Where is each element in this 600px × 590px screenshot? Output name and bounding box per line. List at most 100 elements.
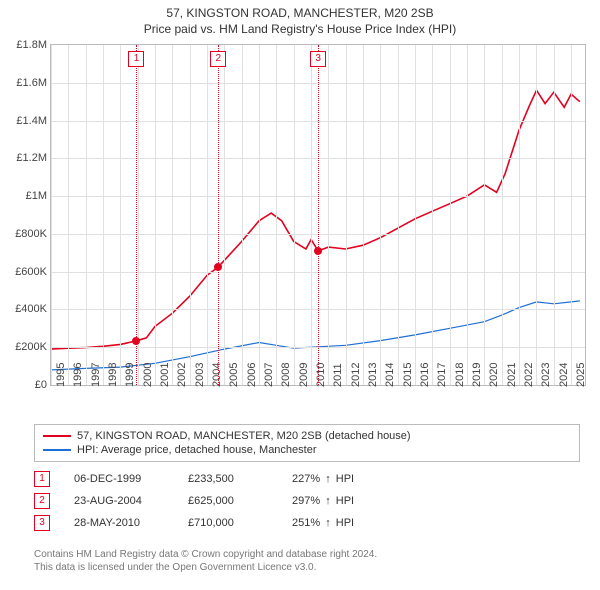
sale-row: 3 28-MAY-2010 £710,000 251% HPI <box>34 512 392 534</box>
plot-area: £0£200K£400K£600K£800K£1M£1.2M£1.4M£1.6M… <box>50 44 586 386</box>
sale-row-price: £625,000 <box>188 495 268 507</box>
grid-line-vertical <box>467 45 468 385</box>
grid-line-vertical <box>415 45 416 385</box>
sale-row-date: 28-MAY-2010 <box>74 517 164 529</box>
sale-marker-label: 3 <box>310 51 326 67</box>
footer-line-1: Contains HM Land Registry data © Crown c… <box>34 548 377 561</box>
legend-swatch <box>43 449 71 451</box>
sale-row: 2 23-AUG-2004 £625,000 297% HPI <box>34 490 392 512</box>
grid-line-vertical <box>311 45 312 385</box>
x-tick-label: 1999 <box>124 363 136 387</box>
y-tick-label: £200K <box>15 341 51 353</box>
y-tick-label: £800K <box>15 228 51 240</box>
grid-line-vertical <box>502 45 503 385</box>
grid-line-vertical <box>328 45 329 385</box>
grid-line-vertical <box>242 45 243 385</box>
sale-row-price: £233,500 <box>188 473 268 485</box>
x-tick-label: 2019 <box>471 363 483 387</box>
y-tick-label: £600K <box>15 266 51 278</box>
chart-title: 57, KINGSTON ROAD, MANCHESTER, M20 2SB <box>0 0 600 20</box>
sale-row-price: £710,000 <box>188 517 268 529</box>
sale-marker-line <box>136 45 137 385</box>
sale-marker-dot <box>314 247 322 255</box>
chart-subtitle: Price paid vs. HM Land Registry's House … <box>0 20 600 40</box>
sale-row-marker: 3 <box>34 515 50 531</box>
grid-line-vertical <box>536 45 537 385</box>
sale-row-hpi: 251% HPI <box>292 517 392 529</box>
x-tick-label: 2017 <box>436 363 448 387</box>
grid-line-vertical <box>138 45 139 385</box>
x-tick-label: 1995 <box>55 363 67 387</box>
x-tick-label: 2016 <box>419 363 431 387</box>
x-tick-label: 2006 <box>246 363 258 387</box>
chart-container: 57, KINGSTON ROAD, MANCHESTER, M20 2SB P… <box>0 0 600 590</box>
x-tick-label: 2012 <box>350 363 362 387</box>
grid-line-vertical <box>519 45 520 385</box>
x-tick-label: 1998 <box>107 363 119 387</box>
sale-row-hpi-suffix: HPI <box>333 473 354 485</box>
grid-line-vertical <box>276 45 277 385</box>
sale-row-marker: 2 <box>34 493 50 509</box>
grid-line-vertical <box>68 45 69 385</box>
footer-line-2: This data is licensed under the Open Gov… <box>34 561 377 574</box>
x-tick-label: 2011 <box>332 363 344 387</box>
x-tick-label: 2023 <box>540 363 552 387</box>
grid-line-vertical <box>554 45 555 385</box>
y-tick-label: £1.6M <box>16 77 51 89</box>
y-tick-label: £400K <box>15 303 51 315</box>
sale-marker-line <box>218 45 219 385</box>
grid-line-vertical <box>398 45 399 385</box>
x-tick-label: 2021 <box>506 363 518 387</box>
arrow-up-icon <box>323 517 333 529</box>
x-tick-label: 2009 <box>298 363 310 387</box>
sale-row-hpi-suffix: HPI <box>333 495 354 507</box>
sale-marker-label: 1 <box>128 51 144 67</box>
grid-line-vertical <box>432 45 433 385</box>
x-tick-label: 2003 <box>194 363 206 387</box>
sale-row-date: 23-AUG-2004 <box>74 495 164 507</box>
legend-swatch <box>43 435 71 437</box>
y-tick-label: £1.4M <box>16 115 51 127</box>
grid-line-vertical <box>380 45 381 385</box>
sale-row-hpi-pct: 251% <box>292 517 323 529</box>
sale-marker-label: 2 <box>210 51 226 67</box>
series-line-hpi <box>51 301 580 370</box>
x-tick-label: 2002 <box>176 363 188 387</box>
arrow-up-icon <box>323 495 333 507</box>
grid-line-vertical <box>484 45 485 385</box>
sale-row-hpi-pct: 297% <box>292 495 323 507</box>
x-tick-label: 2022 <box>523 363 535 387</box>
sale-row-hpi-suffix: HPI <box>333 517 354 529</box>
y-tick-label: £1.2M <box>16 152 51 164</box>
sale-row-date: 06-DEC-1999 <box>74 473 164 485</box>
x-tick-label: 2001 <box>159 363 171 387</box>
grid-line-vertical <box>207 45 208 385</box>
legend-box: 57, KINGSTON ROAD, MANCHESTER, M20 2SB (… <box>34 424 580 462</box>
footer-attribution: Contains HM Land Registry data © Crown c… <box>34 548 377 574</box>
grid-line-vertical <box>259 45 260 385</box>
x-tick-label: 2010 <box>315 363 327 387</box>
x-tick-label: 2014 <box>384 363 396 387</box>
y-tick-label: £1M <box>26 190 51 202</box>
grid-line-vertical <box>103 45 104 385</box>
x-tick-label: 2020 <box>488 363 500 387</box>
grid-line-vertical <box>224 45 225 385</box>
sale-row-hpi: 297% HPI <box>292 495 392 507</box>
legend-label: 57, KINGSTON ROAD, MANCHESTER, M20 2SB (… <box>77 430 411 442</box>
grid-line-vertical <box>190 45 191 385</box>
grid-line-vertical <box>51 45 52 385</box>
sale-row-hpi: 227% HPI <box>292 473 392 485</box>
grid-line-vertical <box>571 45 572 385</box>
grid-line-vertical <box>86 45 87 385</box>
sale-marker-dot <box>214 263 222 271</box>
x-tick-label: 1997 <box>90 363 102 387</box>
x-tick-label: 2015 <box>402 363 414 387</box>
sale-row-marker: 1 <box>34 471 50 487</box>
x-tick-label: 2000 <box>142 363 154 387</box>
sale-marker-dot <box>132 337 140 345</box>
grid-line-vertical <box>120 45 121 385</box>
legend-row: 57, KINGSTON ROAD, MANCHESTER, M20 2SB (… <box>43 429 571 443</box>
y-tick-label: £1.8M <box>16 39 51 51</box>
x-tick-label: 1996 <box>72 363 84 387</box>
grid-line-vertical <box>294 45 295 385</box>
